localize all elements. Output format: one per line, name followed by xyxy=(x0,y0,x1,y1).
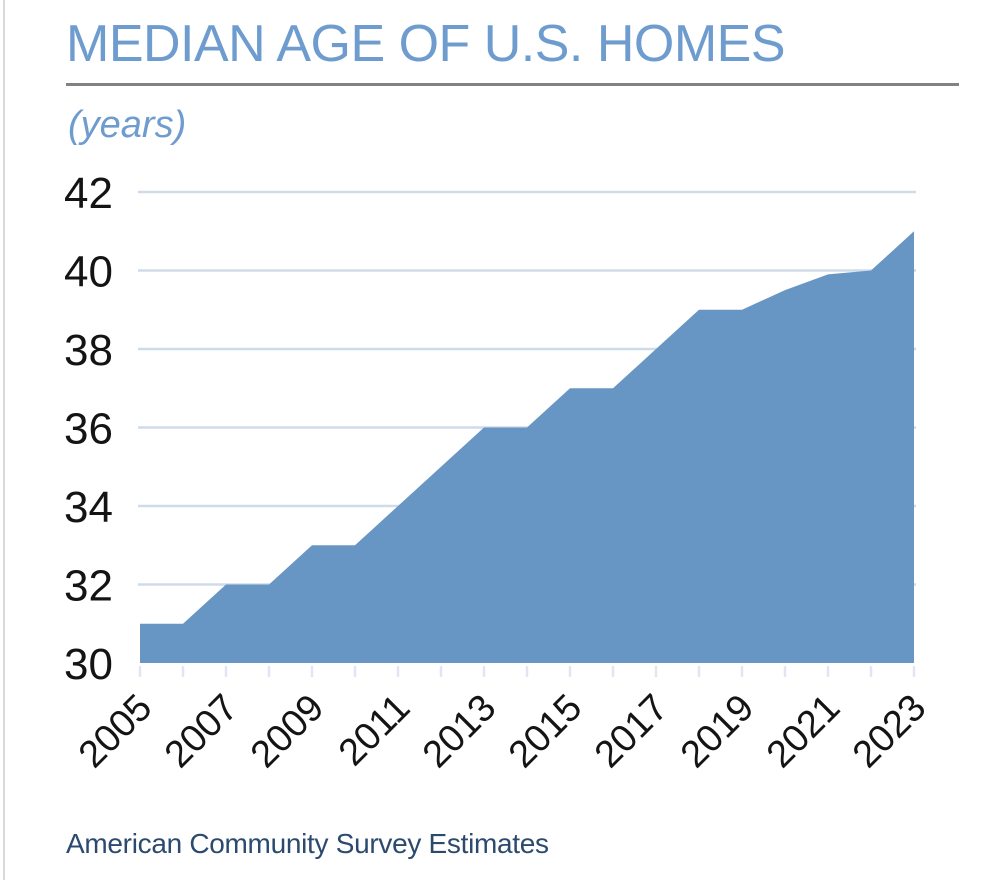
x-axis-tick-label: 2017 xyxy=(587,687,676,776)
y-axis-tick-label: 34 xyxy=(64,483,113,532)
y-axis-tick-label: 30 xyxy=(64,640,113,689)
x-axis-tick-label: 2019 xyxy=(673,687,762,776)
area-shape xyxy=(140,231,914,664)
y-axis-tick-label: 38 xyxy=(64,326,113,375)
x-axis-ticks xyxy=(138,666,916,677)
y-axis-unit-label: (years) xyxy=(68,104,187,146)
page-left-edge-line xyxy=(3,0,5,880)
x-axis-tick-label: 2013 xyxy=(415,687,504,776)
x-axis-tick-label: 2007 xyxy=(157,687,246,776)
y-axis-labels: 30 32 34 36 38 40 42 xyxy=(64,169,113,689)
x-axis-tick-label: 2023 xyxy=(845,687,934,776)
area-series xyxy=(140,231,914,664)
x-axis-tick-label: 2021 xyxy=(759,687,848,776)
x-axis-tick-label: 2005 xyxy=(71,687,160,776)
x-axis-tick-label: 2009 xyxy=(243,687,332,776)
y-axis-tick-label: 32 xyxy=(64,562,113,611)
y-axis-tick-label: 36 xyxy=(64,405,113,454)
y-axis-tick-label: 40 xyxy=(64,248,113,297)
x-axis-tick-label: 2015 xyxy=(501,687,590,776)
x-axis-tick-label: 2011 xyxy=(331,687,418,774)
y-axis-tick-label: 42 xyxy=(64,169,113,218)
chart-title: MEDIAN AGE OF U.S. HOMES xyxy=(66,15,786,73)
title-divider-rule xyxy=(66,83,959,86)
source-note: American Community Survey Estimates xyxy=(66,828,549,859)
